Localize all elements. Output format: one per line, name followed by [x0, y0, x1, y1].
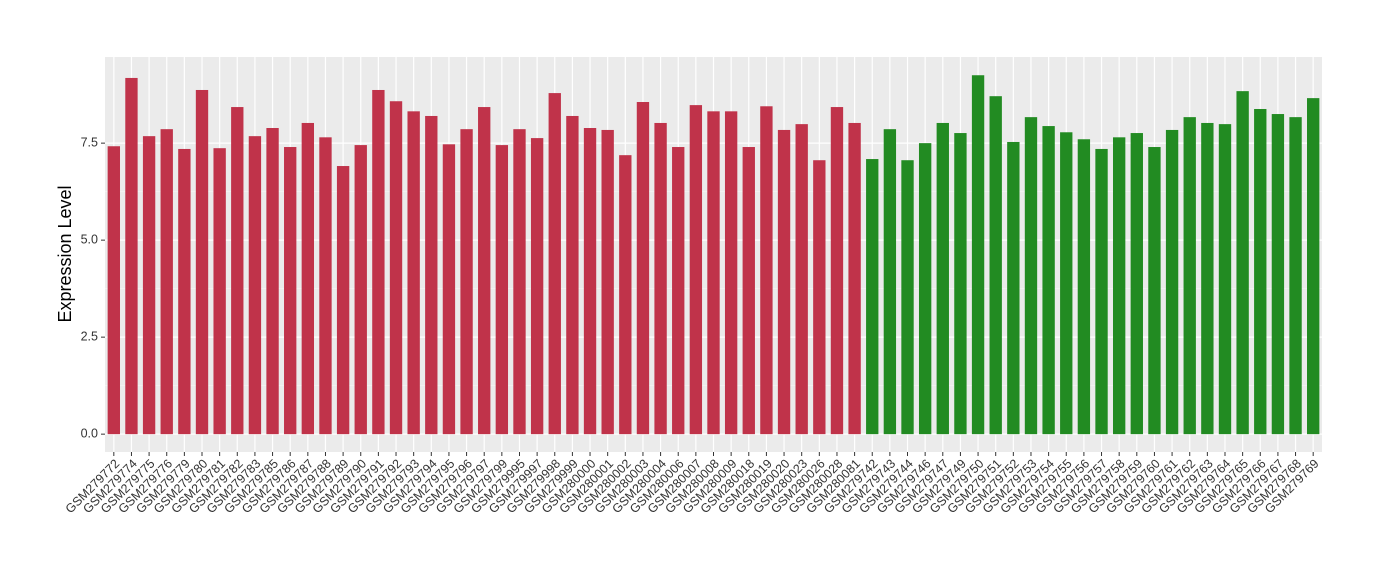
bar [1307, 98, 1320, 435]
bar [1201, 122, 1214, 435]
bar [213, 148, 226, 435]
bar [407, 111, 420, 435]
bar [777, 129, 791, 435]
y-tick-label: 7.5 [81, 135, 98, 149]
bar [583, 128, 597, 435]
bar [425, 115, 438, 435]
bar [830, 107, 844, 435]
bar [1254, 108, 1267, 435]
bar [548, 93, 561, 435]
bar [848, 122, 861, 435]
bar [1077, 139, 1091, 435]
bar [866, 159, 879, 435]
bar [1060, 132, 1073, 435]
bar [672, 147, 685, 435]
bar [460, 129, 473, 435]
bar [724, 111, 738, 435]
bar [1148, 147, 1161, 435]
bar [248, 136, 262, 435]
y-axis-title: Expression Level [55, 185, 75, 322]
bar [442, 144, 456, 435]
bar [319, 137, 332, 435]
bar [495, 145, 509, 435]
bar [1236, 91, 1249, 435]
y-tick-label: 5.0 [81, 232, 98, 246]
bar [107, 146, 120, 435]
bar [654, 122, 667, 435]
bar [266, 128, 279, 435]
bar [936, 122, 949, 435]
bar [1024, 117, 1038, 435]
bar [918, 143, 932, 435]
bar [883, 129, 897, 435]
bar [1289, 117, 1302, 435]
bar [301, 122, 315, 435]
bar [795, 124, 808, 435]
bar [513, 129, 526, 435]
bar [142, 136, 156, 435]
bar [689, 105, 703, 435]
bar [1165, 129, 1179, 435]
bar [178, 148, 191, 435]
bar [707, 111, 720, 435]
bar [1218, 124, 1232, 435]
bar [901, 160, 914, 435]
bar [1112, 137, 1126, 435]
bar [742, 147, 755, 435]
bar [284, 147, 297, 435]
bar [619, 155, 632, 435]
bar [989, 96, 1002, 435]
bar [760, 106, 773, 435]
bar [954, 133, 967, 435]
bar [231, 107, 244, 435]
bar [354, 145, 367, 435]
y-tick-label: 0.0 [81, 426, 98, 440]
bar [478, 107, 491, 435]
bar [636, 102, 650, 435]
bar [601, 129, 614, 435]
bar [1042, 126, 1055, 435]
bar [813, 160, 826, 435]
bar [372, 89, 385, 435]
bar [1095, 148, 1108, 435]
y-tick-label: 2.5 [81, 329, 98, 343]
bar [1271, 114, 1285, 435]
bar [336, 166, 350, 435]
bar [530, 138, 544, 435]
bar [389, 101, 403, 435]
bar [1007, 141, 1020, 435]
bar [1130, 133, 1143, 435]
bar [566, 115, 579, 435]
bar [971, 75, 985, 435]
bar [160, 129, 173, 435]
bar [1183, 117, 1196, 435]
bar [195, 89, 209, 435]
bar [125, 77, 138, 435]
